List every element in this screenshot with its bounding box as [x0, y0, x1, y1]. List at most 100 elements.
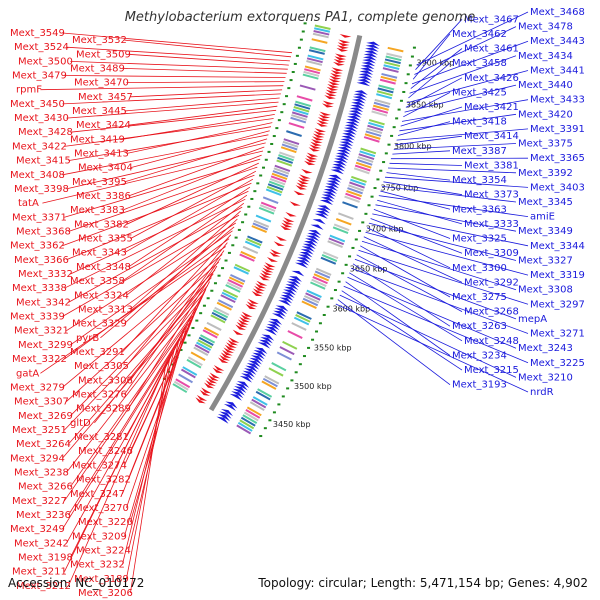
- left-leader-line: [128, 265, 218, 409]
- forward-gene-mark: [336, 47, 349, 52]
- left-gene-label: Mext_3307: [14, 397, 69, 408]
- forward-gene-mark: [213, 364, 225, 371]
- right-gene-label: Mext_3271: [530, 329, 585, 340]
- reverse-gene-mark: [333, 160, 347, 166]
- ring-dot: [268, 419, 272, 422]
- right-leader-line: [377, 199, 463, 225]
- feature-stripe: [268, 180, 285, 189]
- reverse-gene-mark: [236, 381, 250, 388]
- left-leader-line: [126, 81, 285, 83]
- feature-stripe: [310, 281, 326, 290]
- forward-gene-mark: [266, 257, 278, 262]
- forward-gene-mark: [241, 311, 253, 317]
- tick-label: 3850 kbp: [406, 101, 444, 110]
- forward-gene-mark: [275, 235, 287, 241]
- right-gene-label: Mext_3325: [452, 234, 507, 245]
- feature-stripe: [222, 289, 239, 298]
- left-leader-line: [66, 222, 237, 332]
- forward-gene-mark: [195, 397, 206, 404]
- ring-dot: [241, 221, 245, 224]
- feature-stripe: [305, 292, 321, 301]
- reverse-gene-mark: [269, 318, 282, 325]
- left-leader-line: [68, 126, 272, 161]
- feature-stripe: [345, 192, 361, 201]
- right-gene-label: Mext_3215: [464, 365, 519, 376]
- left-gene-label: Mext_3419: [70, 134, 125, 145]
- right-leader-line: [372, 213, 529, 247]
- left-leader-line: [122, 349, 175, 565]
- left-leader-line: [40, 246, 226, 374]
- forward-gene-mark: [301, 168, 313, 174]
- right-leader-line: [397, 121, 451, 136]
- right-gene-label: amiE: [530, 212, 555, 223]
- reverse-gene-mark: [364, 47, 379, 52]
- ring-dot: [311, 338, 315, 341]
- reverse-gene-mark: [347, 115, 361, 121]
- forward-gene-mark: [338, 39, 351, 44]
- feature-stripe: [193, 346, 209, 357]
- left-gene-label: Mext_3404: [78, 163, 133, 174]
- right-leader-line: [412, 33, 451, 80]
- feature-stripe: [355, 161, 372, 169]
- feature-stripe: [387, 46, 404, 53]
- left-gene-label: Mext_3395: [72, 177, 127, 188]
- left-leader-line: [70, 269, 216, 417]
- left-gene-label: Mext_3276: [72, 390, 127, 401]
- reverse-gene-mark: [348, 112, 362, 118]
- forward-gene-mark: [325, 89, 338, 94]
- forward-gene-mark: [283, 217, 295, 222]
- reverse-gene-mark: [348, 110, 363, 115]
- right-gene-label: Mext_3420: [518, 109, 573, 120]
- reverse-gene-mark: [357, 78, 371, 84]
- right-gene-label: Mext_3403: [530, 182, 585, 193]
- right-gene-label: Mext_3354: [452, 175, 507, 186]
- left-leader-line: [70, 61, 288, 70]
- right-leader-line: [361, 240, 517, 291]
- feature-stripe: [314, 270, 331, 279]
- reverse-gene-mark: [352, 95, 367, 101]
- right-leader-line: [405, 77, 463, 108]
- forward-gene-mark: [217, 357, 229, 364]
- feature-stripe: [196, 341, 212, 352]
- left-leader-line: [130, 89, 283, 98]
- feature-stripe: [313, 30, 330, 36]
- feature-stripe: [261, 380, 277, 390]
- reverse-gene-mark: [298, 254, 312, 261]
- left-leader-line: [70, 230, 233, 346]
- reverse-gene-mark: [346, 118, 360, 124]
- right-gene-label: mepA: [518, 314, 547, 325]
- ring-dot: [275, 127, 279, 130]
- forward-gene-mark: [252, 288, 264, 294]
- feature-stripe: [306, 60, 323, 66]
- ring-dot: [270, 142, 274, 145]
- ring-dot: [272, 411, 276, 414]
- feature-stripe: [175, 378, 191, 389]
- right-gene-label: Mext_3297: [530, 299, 585, 310]
- reverse-gene-mark: [291, 270, 305, 277]
- feature-stripe: [287, 330, 303, 339]
- reverse-gene-mark: [341, 135, 355, 141]
- forward-gene-mark: [312, 133, 325, 138]
- right-gene-label: Mext_3392: [518, 168, 573, 179]
- ring-dot: [217, 274, 221, 277]
- forward-gene-mark: [304, 160, 316, 166]
- feature-stripe: [269, 177, 286, 186]
- ring-dot: [294, 371, 298, 374]
- right-leader-line: [349, 272, 463, 342]
- ring-dot: [247, 205, 251, 208]
- forward-gene-mark: [316, 122, 328, 127]
- left-gene-label: Mext_3382: [74, 219, 129, 230]
- forward-gene-mark: [322, 100, 335, 105]
- forward-gene-mark: [319, 111, 332, 116]
- feature-stripe: [246, 406, 262, 417]
- reverse-gene-mark: [310, 224, 324, 230]
- forward-gene-mark: [282, 219, 294, 225]
- left-gene-label: Mext_3339: [10, 312, 65, 323]
- feature-stripe: [351, 175, 367, 183]
- feature-stripe: [286, 130, 302, 137]
- feature-stripe: [293, 316, 310, 326]
- forward-gene-mark: [273, 241, 285, 246]
- forward-gene-mark: [219, 354, 230, 361]
- right-gene-label: Mext_3300: [452, 263, 507, 274]
